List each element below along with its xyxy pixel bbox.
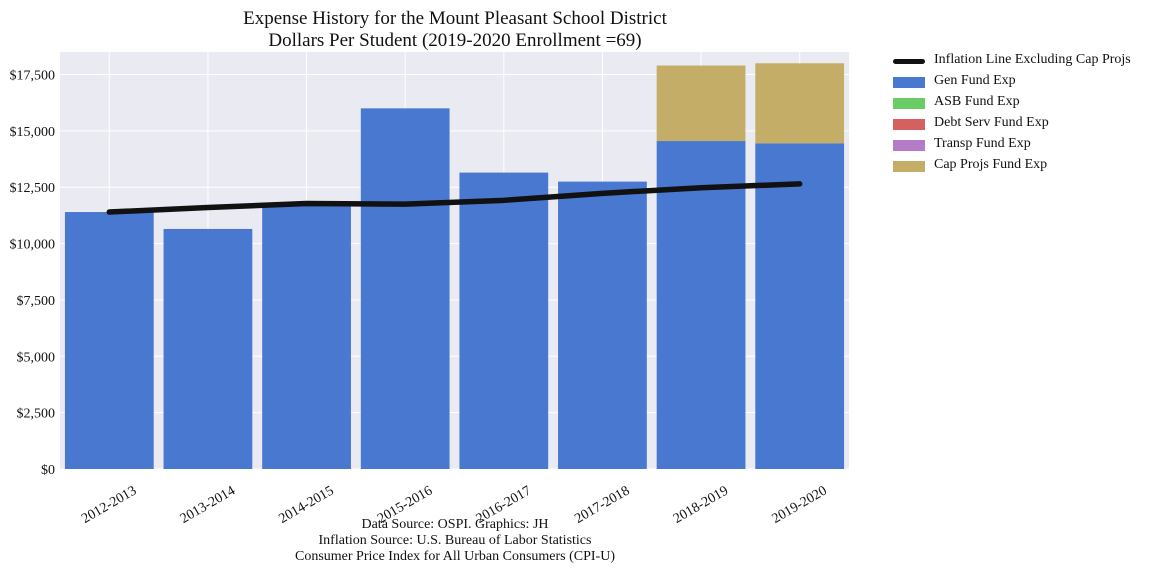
legend-label: Debt Serv Fund Exp	[934, 115, 1049, 130]
y-tick-label: $0	[41, 463, 55, 478]
inflation-line	[106, 181, 803, 215]
bar-gen-fund-exp-2013-2014	[163, 228, 253, 469]
legend-cap-swatch	[893, 161, 925, 172]
legend-transp-swatch	[893, 140, 925, 151]
source-line-3: Consumer Price Index for All Urban Consu…	[294, 549, 615, 564]
bar-gen-fund-exp-2018-2019	[656, 141, 746, 469]
y-tick-label: $10,000	[10, 238, 56, 253]
y-tick-label: $17,500	[10, 69, 56, 84]
y-tick-label: $12,500	[10, 181, 56, 196]
y-axis-ticks: $0 $2,500 $5,000 $7,500 $10,000 $12,500 $15,00…	[10, 69, 56, 478]
bar-gen-fund-exp-2017-2018	[558, 181, 647, 470]
legend-label: Inflation Line Excluding Cap Projs	[934, 52, 1131, 67]
legend-gen-swatch	[893, 77, 925, 88]
y-tick-label: $2,500	[17, 407, 56, 422]
bar-cap-projs-fund-exp-2018-2019	[656, 65, 746, 142]
chart-title-line-1: Expense History for the Mount Pleasant S…	[243, 8, 667, 29]
bar-cap-projs-fund-exp-2019-2020	[755, 63, 845, 144]
chart-title-line-2: Dollars Per Student (2019-2020 Enrollmen…	[268, 30, 642, 51]
legend-inflation-line-swatch	[893, 59, 925, 64]
bar-gen-fund-exp-2019-2020	[755, 143, 845, 469]
legend-asb-swatch	[893, 98, 925, 109]
bar-gen-fund-exp-2015-2016	[360, 108, 450, 469]
y-tick-label: $5,000	[17, 350, 56, 365]
bar-gen-fund-exp-2012-2013	[64, 212, 154, 469]
legend-label: ASB Fund Exp	[934, 94, 1020, 109]
bars	[64, 63, 845, 470]
source-line-1: Data Source: OSPI. Graphics: JH	[361, 517, 549, 532]
bar-gen-fund-exp-2016-2017	[459, 172, 549, 469]
y-tick-label: $7,500	[17, 294, 56, 309]
bar-gen-fund-exp-2014-2015	[262, 205, 351, 469]
legend-label: Transp Fund Exp	[934, 136, 1031, 151]
y-tick-label: $15,000	[10, 125, 56, 140]
legend-debt-swatch	[893, 119, 925, 130]
source-line-2: Inflation Source: U.S. Bureau of Labor S…	[318, 533, 592, 548]
legend-label: Gen Fund Exp	[934, 73, 1016, 88]
inflation-line-group	[106, 181, 803, 215]
legend-label: Cap Projs Fund Exp	[934, 157, 1048, 172]
